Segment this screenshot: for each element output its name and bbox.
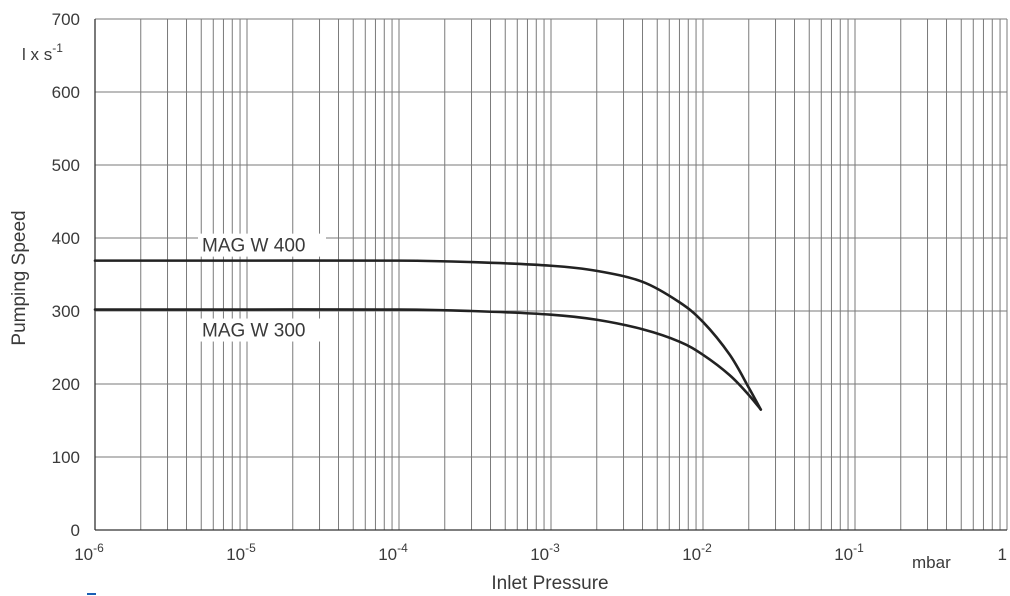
- y-tick-label: 100: [52, 448, 80, 467]
- x-tick-label: 10-5: [226, 541, 256, 564]
- y-tick-label: 700: [52, 10, 80, 29]
- x-tick-label: 10-4: [378, 541, 408, 564]
- y-tick-label: 400: [52, 229, 80, 248]
- x-axis-label: Inlet Pressure: [491, 573, 608, 594]
- x-tick-label: 1: [998, 545, 1007, 564]
- x-tick-label: 10-3: [530, 541, 560, 564]
- y-axis-label: Pumping Speed: [9, 210, 30, 345]
- y-tick-label: 600: [52, 83, 80, 102]
- labels: 0 100 200 300 400 500 600 700 10-6 10-5 10-4 10-3 10…: [9, 10, 1007, 594]
- series-label: MAG W 400: [202, 236, 305, 257]
- series-label-background: [198, 318, 326, 342]
- y-tick-label: 500: [52, 156, 80, 175]
- curves: [93, 259, 763, 411]
- y-tick-label: 200: [52, 375, 80, 394]
- x-unit-label: mbar: [912, 553, 951, 572]
- y-tick-label: 0: [71, 521, 80, 540]
- y-unit-label: l x s-1: [22, 41, 63, 64]
- series-label: MAG W 300: [202, 321, 305, 342]
- x-tick-label: 10-1: [834, 541, 864, 564]
- series-line-mag-w-400: [93, 259, 763, 411]
- series-label-background: [198, 233, 326, 257]
- x-tick-label: 10-6: [74, 541, 104, 564]
- axes: [94, 19, 1007, 531]
- y-tick-label: 300: [52, 302, 80, 321]
- series-line-mag-w-300: [93, 308, 763, 411]
- blue-marker: [87, 593, 96, 595]
- grid-lines: [95, 18, 1008, 531]
- x-tick-label: 10-2: [682, 541, 712, 564]
